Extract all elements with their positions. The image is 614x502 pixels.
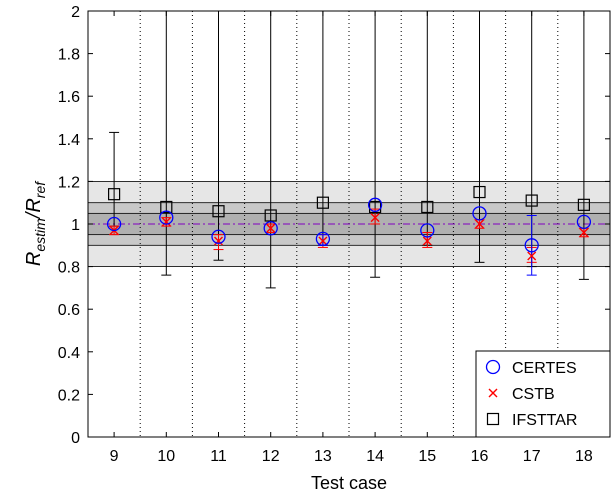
- x-mark-stroke: [214, 236, 223, 246]
- x-mark-stroke: [527, 251, 537, 261]
- x-mark-stroke: [422, 236, 432, 246]
- x-tick-label: 14: [366, 448, 384, 465]
- point-ifsttar: [212, 205, 225, 218]
- legend-marker-ifsttar: [486, 412, 500, 426]
- y-axis-label: Restim/Rref: [23, 180, 48, 266]
- point-ifsttar: [421, 200, 434, 214]
- x-tick-label: 17: [523, 448, 541, 465]
- y-tick-label: 1.4: [58, 132, 80, 149]
- point-cstb: [475, 219, 484, 229]
- legend-marker-certes: [485, 359, 501, 375]
- point-cstb: [161, 217, 171, 227]
- x-mark-stroke: [266, 223, 276, 233]
- x-mark-stroke: [579, 228, 589, 238]
- x-mark-stroke: [475, 219, 484, 229]
- y-tick-label: 0: [71, 430, 80, 447]
- point-certes: [106, 216, 122, 232]
- legend-label-certes: CERTES: [512, 360, 577, 377]
- y-tick-label: 1.6: [58, 89, 80, 106]
- point-cstb: [318, 236, 328, 246]
- point-certes: [367, 197, 383, 212]
- point-certes: [263, 221, 278, 236]
- y-tick-label: 0.8: [58, 260, 80, 277]
- point-cstb: [527, 251, 537, 261]
- point-certes: [576, 214, 592, 230]
- x-tick-label: 11: [210, 448, 227, 465]
- x-tick-label: 13: [314, 448, 332, 465]
- y-axis-ticks: 0 0.2 0.4 0.6 0.8 1 1.2 1.4 1.6 1.8 2: [58, 4, 610, 447]
- y-tick-label: 0.4: [58, 345, 80, 362]
- point-certes: [472, 206, 487, 221]
- y-tick-label: 1.2: [58, 174, 80, 191]
- y-tick-label: 1.8: [58, 47, 80, 64]
- y-tick-label: 1: [71, 217, 80, 234]
- x-tick-label: 9: [110, 448, 119, 465]
- y-label-r2: R: [23, 198, 45, 212]
- y-tick-label: 0.6: [58, 302, 80, 319]
- legend-label-cstb: CSTB: [512, 386, 555, 403]
- x-tick-label: 10: [157, 448, 175, 465]
- point-cstb: [266, 223, 276, 233]
- legend: CERTES CSTB IFSTTAR: [475, 350, 611, 438]
- x-axis-label: Test case: [311, 473, 387, 493]
- svg-text:Restim/Rref: Restim/Rref: [23, 180, 48, 266]
- x-mark-stroke: [370, 213, 380, 223]
- x-mark-stroke: [161, 217, 171, 227]
- y-tick-label: 0.2: [58, 387, 80, 404]
- point-ifsttar: [107, 188, 121, 201]
- y-label-r1: R: [23, 252, 45, 266]
- data-markers: [106, 185, 592, 261]
- point-certes: [420, 223, 435, 238]
- x-axis-ticks: 9 10 11 12 13 14 15 16 17 18: [110, 11, 593, 465]
- point-ifsttar: [316, 196, 329, 209]
- y-label-sub1: estim: [32, 218, 48, 252]
- point-certes: [159, 210, 174, 225]
- point-certes: [211, 229, 226, 244]
- y-tick-label: 2: [71, 4, 80, 21]
- point-certes: [315, 231, 331, 247]
- point-certes: [524, 238, 539, 253]
- point-ifsttar: [264, 209, 277, 222]
- point-ifsttar: [525, 194, 538, 207]
- x-tick-label: 18: [575, 448, 593, 465]
- y-label-sep: /: [23, 210, 45, 220]
- point-ifsttar: [577, 198, 591, 211]
- point-cstb: [579, 228, 589, 238]
- x-mark-stroke: [318, 236, 328, 246]
- point-cstb: [214, 236, 223, 246]
- point-ifsttar: [160, 200, 173, 214]
- y-label-sub2: ref: [32, 180, 48, 198]
- x-tick-label: 15: [418, 448, 436, 465]
- point-cstb: [422, 236, 432, 246]
- point-ifsttar: [473, 185, 486, 199]
- legend-marker-cstb: [488, 388, 498, 398]
- legend-label-ifsttar: IFSTTAR: [512, 412, 577, 429]
- x-mark-stroke: [488, 388, 498, 398]
- x-tick-label: 16: [471, 448, 489, 465]
- point-cstb: [370, 213, 380, 223]
- x-tick-label: 12: [262, 448, 280, 465]
